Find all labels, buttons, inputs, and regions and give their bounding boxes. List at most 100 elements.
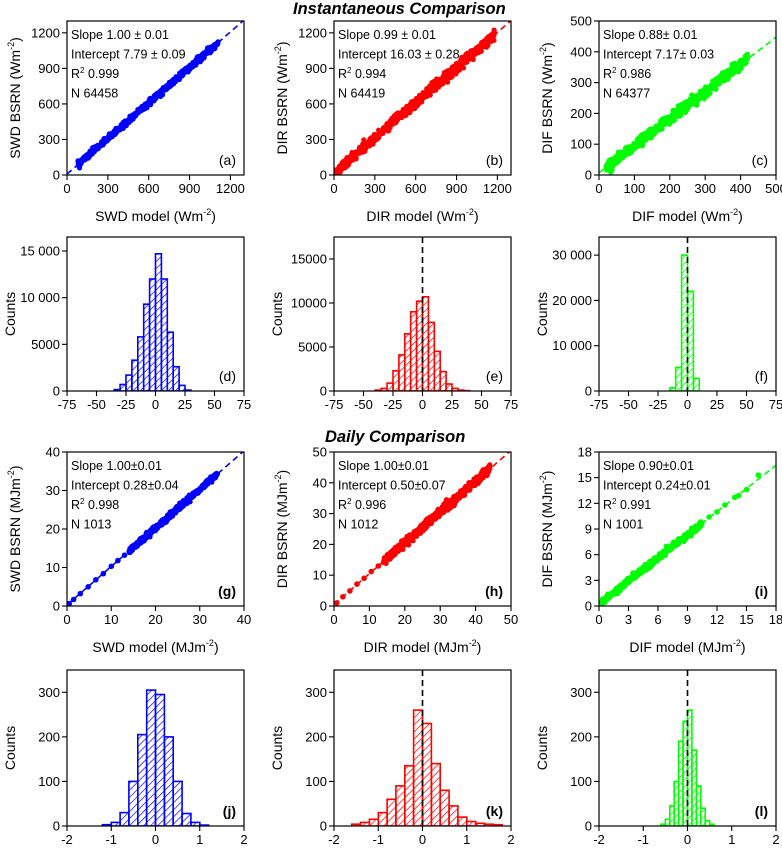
histogram-bar [142,303,151,391]
y-tick-label: 10000 [291,296,327,311]
panel-g: Slope 1.00±0.01 Intercept 0.28±0.04 R2 0.9… [6,445,251,656]
x-tick-label: -75 [325,397,344,412]
y-tick-label: 600 [38,96,60,111]
stat-line: N 64458 [71,87,118,101]
x-tick-label: -1 [372,832,384,847]
fit-line [334,21,511,174]
stat-r2: R2 0.986 [603,66,651,81]
scatter-point [460,65,466,71]
histogram-bar [172,365,180,391]
histogram-bar [430,762,441,826]
histogram-bar [695,785,702,826]
x-tick-label: 100 [624,181,646,196]
histogram-bar [439,370,447,391]
scatter-point [434,513,440,519]
y-tick-label: 500 [570,14,592,29]
y-tick-label: 0 [585,384,592,399]
x-tick-label: 1 [196,832,203,847]
panel-j: -2 -1 0 1 2 0 100 200 300 (j) Counts [2,669,248,847]
scatter-point [481,472,487,478]
y-tick-label: 200 [38,729,60,744]
scatter-point [689,526,696,533]
x-tick-label: 30 [193,612,207,627]
panel-label: (c) [752,152,768,168]
x-axis-label: DIF model (Wm-2) [632,207,743,224]
y-tick-label: 0 [320,168,327,183]
scatter-point [184,499,190,505]
x-tick-label: 500 [765,181,782,196]
y-tick-label: 100 [570,137,592,152]
plot-data [101,689,210,826]
histogram-bar [433,350,441,391]
plot-frame [66,20,245,176]
stat-line: Intercept 16.03 ± 0.28 [338,48,460,62]
histogram-bar [119,383,127,391]
histogram-bar [686,290,695,391]
y-tick-label: 0 [53,384,60,399]
stat-line: N 64419 [338,87,385,101]
scatter-point [491,27,497,33]
y-tick-label: 40 [313,475,327,490]
scatter-point [659,551,665,557]
y-axis-label: DIF BSRN (MJm-2) [538,471,555,588]
panel-label: (f) [755,368,768,384]
panel-label: (d) [219,368,236,384]
x-tick-label: 600 [405,181,427,196]
y-tick-label: 3 [585,573,592,588]
x-tick-label: 40 [237,612,251,627]
x-tick-label: 900 [179,181,201,196]
x-tick-label: 400 [730,181,752,196]
x-tick-label: 50 [739,397,753,412]
panel-d: -75 -50 -25 0 25 50 75 0 5000 10 000 15 000 (d) Coun… [2,236,251,412]
histogram-bar [125,374,133,391]
y-axis-label: DIR BSRN (MJm-2) [273,470,290,588]
y-tick-label: 10 000 [20,290,60,305]
histogram-bar [445,383,453,391]
x-tick-label: 300 [364,181,386,196]
fit-line [334,452,511,606]
x-tick-label: 0 [419,397,426,412]
stat-line: Intercept 7.79 ± 0.09 [71,48,186,62]
x-axis-label: DIR model (MJm-2) [364,638,482,655]
scatter-point [481,42,487,48]
panel-label: (a) [219,152,236,168]
plot-frame [333,451,512,607]
histogram-bar [457,816,468,826]
x-tick-label: 0 [152,397,159,412]
x-axis-label: DIF model (MJm-2) [629,638,745,655]
plot-data [350,670,503,826]
panel-k: -2 -1 0 1 2 0 100 200 300 (k) Counts [269,669,515,847]
histogram-bar [421,722,433,826]
plot-data [668,237,701,391]
x-tick-label: 10 [104,612,118,627]
stat-r2: R2 0.998 [71,497,119,512]
scatter-point [198,485,204,491]
y-tick-label: 5000 [31,337,60,352]
scatter-point [367,136,373,142]
scatter-point [743,486,750,493]
panel-label: (g) [218,583,236,599]
plot-data [334,452,511,606]
x-tick-label: 3 [625,612,632,627]
scatter-point [151,94,157,100]
histogram-bar [692,377,701,391]
histogram-bar [439,789,450,826]
y-tick-label: 0 [585,599,592,614]
y-axis-label: Counts [2,292,18,336]
x-tick-label: -75 [58,397,77,412]
y-tick-label: 0 [53,599,60,614]
y-tick-label: 200 [305,729,327,744]
scatter-point [466,480,472,486]
x-tick-label: 9 [684,612,691,627]
y-tick-label: 20 000 [552,293,592,308]
y-tick-label: 15 [578,470,592,485]
stat-line: Slope 1.00±0.01 [71,459,162,473]
plot-data [599,464,776,606]
y-tick-label: 20 [46,522,60,537]
panel-label: (l) [755,803,768,819]
histogram-bar [403,764,415,826]
x-tick-label: 25 [710,397,724,412]
plot-data [599,36,776,175]
scatter-point [416,101,422,107]
scatter-point [720,78,727,84]
